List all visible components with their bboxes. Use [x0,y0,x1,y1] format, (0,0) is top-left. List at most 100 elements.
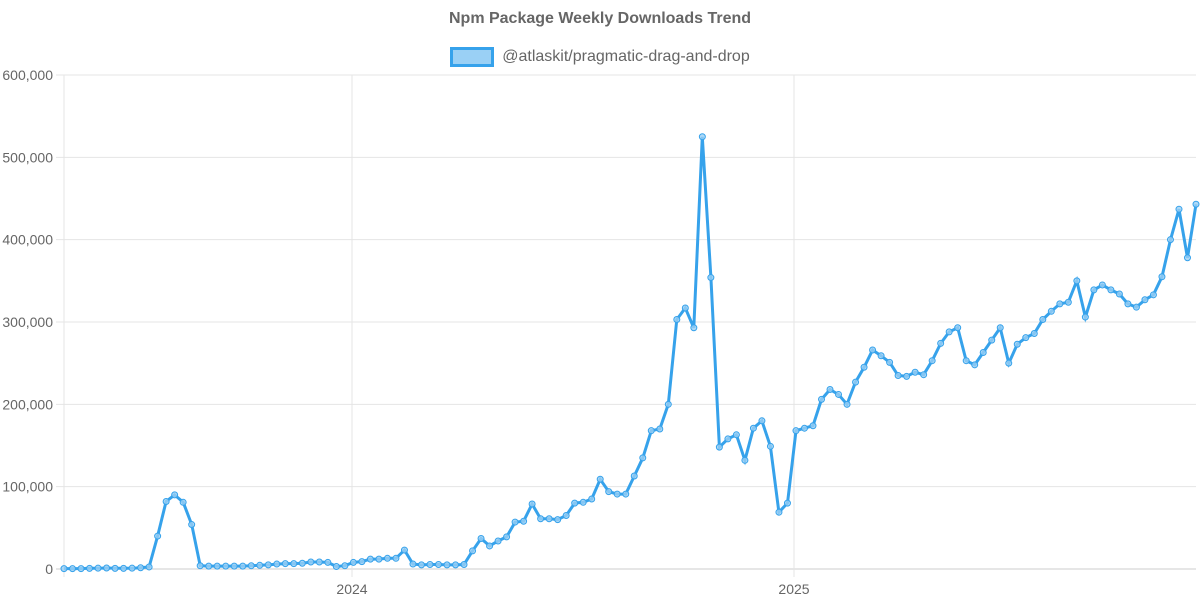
data-point[interactable] [1175,205,1183,213]
data-point[interactable] [1064,298,1072,306]
data-point[interactable] [511,518,519,526]
data-point[interactable] [554,516,562,524]
data-point[interactable] [494,537,502,545]
data-point[interactable] [945,328,953,336]
data-point[interactable] [426,560,434,568]
data-point[interactable] [196,562,204,570]
data-point[interactable] [1183,254,1191,262]
data-point[interactable] [571,499,579,507]
data-point[interactable] [1090,286,1098,294]
data-point[interactable] [707,274,715,282]
data-point[interactable] [962,357,970,365]
data-point[interactable] [307,558,315,566]
data-point[interactable] [588,495,596,503]
data-point[interactable] [247,562,255,570]
data-point[interactable] [920,371,928,379]
data-point[interactable] [758,417,766,425]
data-point[interactable] [239,562,247,570]
data-point[interactable] [562,511,570,519]
data-point[interactable] [954,324,962,332]
data-point[interactable] [1192,200,1200,208]
data-point[interactable] [1107,286,1115,294]
data-point[interactable] [222,562,230,570]
data-point[interactable] [1039,316,1047,324]
data-point[interactable] [1056,300,1064,308]
data-point[interactable] [528,500,536,508]
data-point[interactable] [324,558,332,566]
data-point[interactable] [996,324,1004,332]
data-point[interactable] [120,564,128,572]
data-point[interactable] [698,133,706,141]
data-point[interactable] [988,336,996,344]
data-point[interactable] [205,562,213,570]
data-point[interactable] [298,559,306,567]
data-point[interactable] [749,424,757,432]
data-point[interactable] [937,339,945,347]
data-point[interactable] [469,547,477,555]
data-point[interactable] [979,348,987,356]
data-point[interactable] [1158,273,1166,281]
data-point[interactable] [613,490,621,498]
data-point[interactable] [903,372,911,380]
data-point[interactable] [145,563,153,571]
data-point[interactable] [230,562,238,570]
data-point[interactable] [1073,277,1081,285]
data-point[interactable] [349,558,357,566]
data-point[interactable] [1149,291,1157,299]
data-point[interactable] [835,390,843,398]
data-point[interactable] [520,517,528,525]
data-point[interactable] [1030,330,1038,338]
data-point[interactable] [315,558,323,566]
data-point[interactable] [1081,313,1089,321]
data-point[interactable] [1132,303,1140,311]
data-point[interactable] [341,562,349,570]
data-point[interactable] [843,400,851,408]
data-point[interactable] [1124,300,1132,308]
data-point[interactable] [213,562,221,570]
data-point[interactable] [162,497,170,505]
data-point[interactable] [503,533,511,541]
data-point[interactable] [622,490,630,498]
data-point[interactable] [911,368,919,376]
data-point[interactable] [605,488,613,496]
data-point[interactable] [545,515,553,523]
data-point[interactable] [86,564,94,572]
data-point[interactable] [460,560,468,568]
data-point[interactable] [826,386,834,394]
data-point[interactable] [537,515,545,523]
data-point[interactable] [1115,290,1123,298]
data-point[interactable] [928,357,936,365]
data-point[interactable] [792,427,800,435]
data-point[interactable] [477,535,485,543]
data-point[interactable] [664,400,672,408]
data-point[interactable] [1141,296,1149,304]
data-point[interactable] [647,427,655,435]
data-point[interactable] [443,561,451,569]
data-point[interactable] [1166,236,1174,244]
data-point[interactable] [766,442,774,450]
data-point[interactable] [434,560,442,568]
data-point[interactable] [1005,359,1013,367]
data-point[interactable] [971,361,979,369]
data-point[interactable] [383,554,391,562]
data-point[interactable] [358,558,366,566]
data-point[interactable] [886,358,894,366]
data-point[interactable] [630,472,638,480]
data-point[interactable] [656,425,664,433]
data-point[interactable] [579,498,587,506]
data-point[interactable] [290,560,298,568]
data-point[interactable] [1047,307,1055,315]
data-point[interactable] [869,346,877,354]
data-point[interactable] [852,378,860,386]
data-point[interactable] [366,555,374,563]
data-point[interactable] [264,561,272,569]
data-point[interactable] [724,435,732,443]
data-point[interactable] [77,565,85,573]
data-point[interactable] [452,561,460,569]
data-point[interactable] [273,560,281,568]
data-point[interactable] [375,555,383,563]
data-point[interactable] [486,542,494,550]
data-point[interactable] [409,560,417,568]
data-point[interactable] [860,363,868,371]
data-point[interactable] [800,424,808,432]
